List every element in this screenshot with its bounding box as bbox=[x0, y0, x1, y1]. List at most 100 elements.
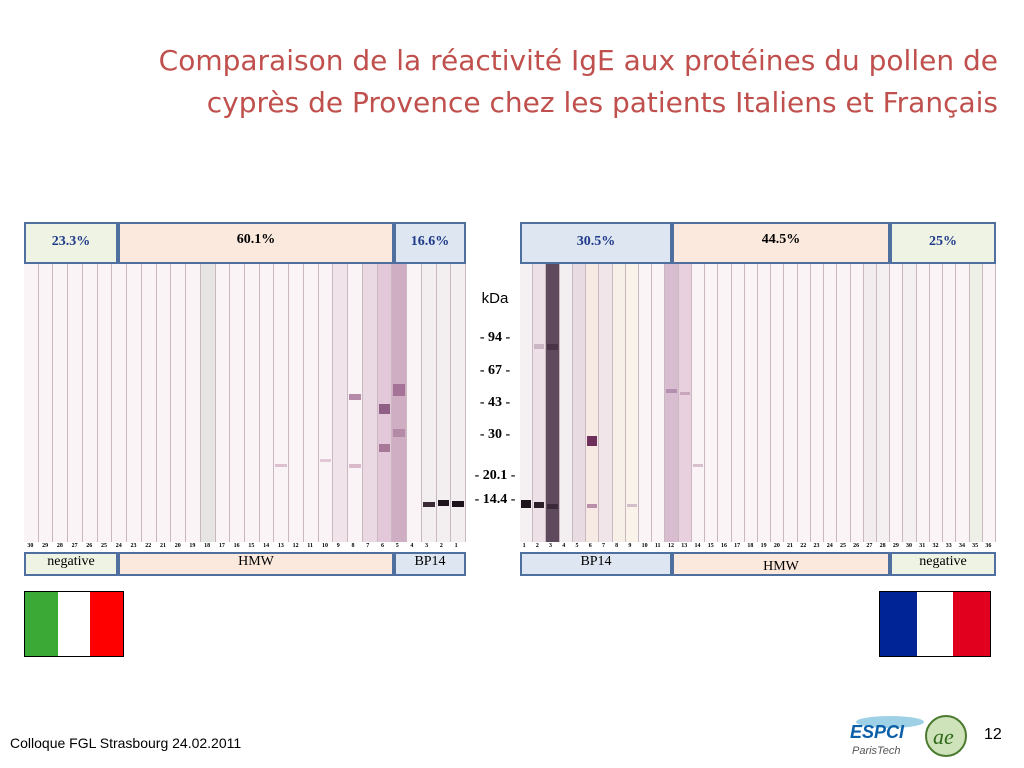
blot-strip bbox=[245, 264, 260, 542]
blot-strip bbox=[890, 264, 904, 542]
hmw-group-label: HMW bbox=[118, 552, 394, 576]
lane-number: 21 bbox=[787, 543, 794, 549]
lane-number: 13 bbox=[681, 543, 688, 549]
lane-number: 9 bbox=[628, 543, 632, 549]
blot-strip bbox=[127, 264, 142, 542]
negative-percent-header-fr: 25% bbox=[890, 222, 996, 264]
blot-strip bbox=[24, 264, 39, 542]
french-flag-white bbox=[916, 592, 954, 656]
blot-strip bbox=[362, 264, 378, 542]
lane-number: 22 bbox=[145, 543, 152, 549]
bp14-group-label-fr: BP14 bbox=[520, 552, 672, 576]
lane-number: 16 bbox=[233, 543, 240, 549]
blot-strip bbox=[586, 264, 600, 542]
blot-strip bbox=[215, 264, 231, 542]
italian-immunoblot-strips bbox=[24, 264, 466, 542]
bp14-group-label: BP14 bbox=[394, 552, 466, 576]
blot-strip bbox=[171, 264, 187, 542]
blot-strip bbox=[599, 264, 613, 542]
blot-band bbox=[319, 459, 332, 462]
marker-14-4: - 14.4 - bbox=[474, 492, 516, 507]
lane-number: 26 bbox=[853, 543, 860, 549]
blot-strip bbox=[559, 264, 573, 542]
blot-band bbox=[587, 504, 598, 508]
lane-number: 17 bbox=[734, 543, 741, 549]
french-lane-numbers: 1 2 3 4 5 6 7 8 9 10 11 12 13 14 15 16 17 18 19 20 21 22 23 24 2… bbox=[520, 542, 996, 552]
bp14-percent-header: 16.6% bbox=[394, 222, 466, 264]
lane-number: 8 bbox=[351, 543, 355, 549]
blot-strip bbox=[68, 264, 83, 542]
page-number: 12 bbox=[984, 726, 1002, 743]
lane-number: 17 bbox=[218, 543, 225, 549]
italian-lane-numbers: 30 29 28 27 26 25 24 23 22 21 20 19 18 17 16 15 14 13 12 11… bbox=[24, 542, 466, 552]
lane-number: 12 bbox=[292, 543, 299, 549]
title-line-2: cyprès de Provence chez les patients Ita… bbox=[206, 86, 998, 119]
blot-strip bbox=[758, 264, 772, 542]
blot-strip bbox=[903, 264, 917, 542]
blot-strip bbox=[421, 264, 437, 542]
blot-strip bbox=[810, 264, 825, 542]
lane-number: 20 bbox=[174, 543, 181, 549]
blot-strip bbox=[186, 264, 201, 542]
logo-circle bbox=[925, 715, 967, 757]
blot-strip bbox=[230, 264, 245, 542]
blot-strip bbox=[200, 264, 216, 542]
blot-strip bbox=[731, 264, 745, 542]
blot-strip bbox=[407, 264, 422, 542]
italian-flag-white bbox=[57, 592, 91, 656]
title-line-1: Comparaison de la réactivité IgE aux pro… bbox=[158, 44, 998, 77]
lane-number: 31 bbox=[919, 543, 926, 549]
blot-band bbox=[534, 344, 545, 349]
lane-number: 10 bbox=[641, 543, 648, 549]
lane-number: 4 bbox=[410, 543, 414, 549]
lane-number: 30 bbox=[906, 543, 913, 549]
blot-band bbox=[452, 501, 464, 507]
blot-strip bbox=[289, 264, 304, 542]
molecular-weight-markers: kDa - 94 - - 67 - - 43 - - 30 - - 20.1 -… bbox=[466, 290, 524, 507]
italian-flag-red bbox=[90, 592, 124, 656]
french-flag bbox=[879, 591, 991, 657]
lane-number: 7 bbox=[366, 543, 370, 549]
blot-strip bbox=[38, 264, 54, 542]
french-blot-panel: 30.5% 44.5% 25% 1 2 3 4 5 6 7 8 9 10 11 12 13 14 15 16 1… bbox=[520, 222, 996, 576]
blot-strip bbox=[916, 264, 930, 542]
blot-strip bbox=[53, 264, 69, 542]
lane-number: 25 bbox=[101, 543, 108, 549]
blot-strip bbox=[982, 264, 996, 542]
blot-strip bbox=[639, 264, 653, 542]
lane-number: 19 bbox=[760, 543, 767, 549]
blot-band bbox=[437, 500, 450, 506]
lane-number: 1 bbox=[454, 543, 458, 549]
logo-ae: ae bbox=[933, 724, 954, 749]
lane-number: 7 bbox=[601, 543, 605, 549]
blot-strip bbox=[112, 264, 128, 542]
lane-number: 27 bbox=[866, 543, 873, 549]
lane-number: 15 bbox=[248, 543, 255, 549]
marker-20-1: - 20.1 - bbox=[474, 468, 516, 483]
blot-band bbox=[521, 500, 532, 508]
blot-strip bbox=[97, 264, 113, 542]
marker-94: - 94 - bbox=[479, 330, 511, 345]
blot-strip bbox=[520, 264, 534, 542]
blot-band bbox=[349, 394, 361, 400]
blot-band bbox=[547, 344, 558, 350]
blot-band bbox=[378, 444, 391, 452]
hmw-group-label-fr: HMW bbox=[672, 552, 890, 576]
lane-number: 36 bbox=[985, 543, 992, 549]
bp14-percent-header-fr: 30.5% bbox=[520, 222, 672, 264]
lane-number: 33 bbox=[945, 543, 952, 549]
negative-group-label: negative bbox=[24, 552, 118, 576]
blot-strip bbox=[533, 264, 547, 542]
lane-number: 16 bbox=[720, 543, 727, 549]
blot-band bbox=[626, 504, 637, 507]
lane-number: 32 bbox=[932, 543, 939, 549]
lane-number: 6 bbox=[588, 543, 592, 549]
blot-strip bbox=[718, 264, 732, 542]
blot-band bbox=[393, 429, 406, 437]
espci-paristech-logo: ESPCI ParisTech ae bbox=[850, 715, 967, 757]
blot-strip bbox=[156, 264, 172, 542]
footer-text: Colloque FGL Strasbourg 24.02.2011 bbox=[10, 735, 242, 751]
lane-number: 15 bbox=[707, 543, 714, 549]
lane-number: 23 bbox=[813, 543, 820, 549]
lane-number: 24 bbox=[115, 543, 122, 549]
